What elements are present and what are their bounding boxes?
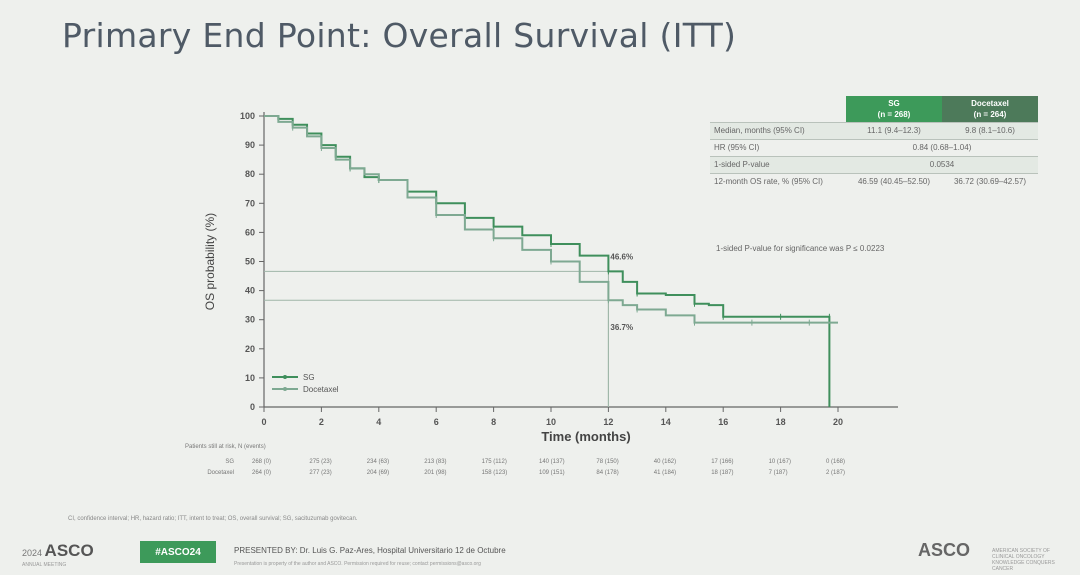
x-axis-label: Time (months): [541, 429, 630, 444]
stats-footnote: 1-sided P-value for significance was P ≤…: [716, 244, 885, 253]
risk-cell: 234 (63): [366, 459, 390, 465]
y-tick-label: 70: [245, 198, 255, 208]
x-tick-label: 14: [661, 417, 671, 427]
risk-cell: 40 (162): [653, 459, 677, 465]
x-tick-label: 0: [261, 417, 266, 427]
risk-cell: 264 (0): [252, 470, 272, 476]
stats-row-median: Median, months (95% CI) 11.1 (9.4–12.3) …: [710, 122, 1038, 140]
series-line-docetaxel: [264, 115, 838, 324]
risk-cell: 158 (123): [481, 470, 508, 476]
risk-row-label: SG: [225, 459, 234, 465]
y-tick-label: 40: [245, 286, 255, 296]
risk-cell: 0 (168): [826, 459, 846, 465]
presenter-disclaimer: Presentation is property of the author a…: [234, 561, 481, 567]
risk-cell: 7 (187): [768, 470, 788, 476]
legend-marker: [283, 375, 287, 379]
risk-cell: 268 (0): [252, 459, 272, 465]
x-tick-label: 18: [776, 417, 786, 427]
risk-cell: 109 (151): [539, 470, 565, 476]
risk-cell: 175 (112): [481, 459, 507, 465]
x-tick-label: 16: [718, 417, 728, 427]
legend-label: SG: [303, 373, 315, 382]
risk-cell: 204 (69): [366, 470, 390, 476]
x-tick-label: 10: [546, 417, 556, 427]
x-tick-label: 8: [491, 417, 496, 427]
hashtag-badge: #ASCO24: [140, 541, 216, 563]
x-tick-label: 6: [434, 417, 439, 427]
risk-cell: 277 (23): [309, 470, 332, 476]
risk-cell: 201 (98): [424, 470, 447, 476]
abbreviations-note: CI, confidence interval; HR, hazard rati…: [68, 516, 358, 522]
asco-brand-tagline: AMERICAN SOCIETY OF CLINICAL ONCOLOGY KN…: [992, 548, 1055, 572]
header-docetaxel: Docetaxel (n = 264): [942, 96, 1038, 123]
header-sg: SG (n = 268): [846, 96, 942, 123]
y-tick-label: 20: [245, 344, 255, 354]
risk-row-label: Docetaxel: [207, 470, 234, 476]
risk-cell: 84 (178): [596, 470, 619, 476]
meeting-subtitle: ANNUAL MEETING: [22, 562, 67, 568]
reference-label: 46.6%: [610, 252, 633, 261]
stats-row-hr: HR (95% CI) 0.84 (0.68–1.04): [710, 139, 1038, 157]
reference-label: 36.7%: [610, 323, 633, 332]
km-chart: 0 10 20 30 40 50 60 70 80 90 100 0 2 4 6 8 10 12 14 16 18 20 T…: [203, 111, 898, 444]
stats-row-12month: 12-month OS rate, % (95% CI) 46.59 (40.4…: [710, 173, 1038, 190]
x-tick-label: 12: [603, 417, 613, 427]
risk-cell: 275 (23): [309, 459, 332, 465]
x-tick-label: 4: [376, 417, 381, 427]
series-line-sg: [264, 115, 831, 407]
y-tick-label: 0: [250, 402, 255, 412]
risk-cell: 78 (150): [596, 459, 619, 465]
legend-label: Docetaxel: [303, 385, 339, 394]
y-tick-label: 60: [245, 227, 255, 237]
asco-meeting-logo: 2024 ASCO: [22, 541, 94, 560]
y-axis-label: OS probability (%): [203, 213, 217, 310]
y-tick-label: 100: [240, 111, 255, 121]
risk-cell: 213 (83): [424, 459, 447, 465]
risk-cell: 18 (187): [711, 470, 734, 476]
x-tick-label: 20: [833, 417, 843, 427]
presenter-credit: PRESENTED BY: Dr. Luis G. Paz-Ares, Hosp…: [234, 546, 506, 555]
y-tick-label: 50: [245, 257, 255, 267]
stats-row-pvalue: 1-sided P-value 0.0534: [710, 156, 1038, 174]
risk-cell: 10 (167): [768, 459, 791, 465]
y-tick-label: 30: [245, 315, 255, 325]
risk-cell: 41 (184): [653, 470, 677, 476]
risk-cell: 2 (187): [826, 470, 846, 476]
asco-brand-logo: ASCO: [918, 540, 971, 560]
x-tick-label: 2: [319, 417, 324, 427]
y-tick-label: 90: [245, 140, 255, 150]
y-tick-label: 10: [245, 373, 255, 383]
stats-table: SG (n = 268) Docetaxel (n = 264) Median,…: [710, 96, 1038, 190]
risk-cell: 140 (137): [539, 459, 565, 465]
risk-table-title: Patients still at risk, N (events): [185, 444, 266, 450]
slide-title: Primary End Point: Overall Survival (ITT…: [62, 16, 737, 55]
risk-cell: 17 (166): [711, 459, 734, 465]
legend-marker: [283, 387, 287, 391]
y-tick-label: 80: [245, 169, 255, 179]
